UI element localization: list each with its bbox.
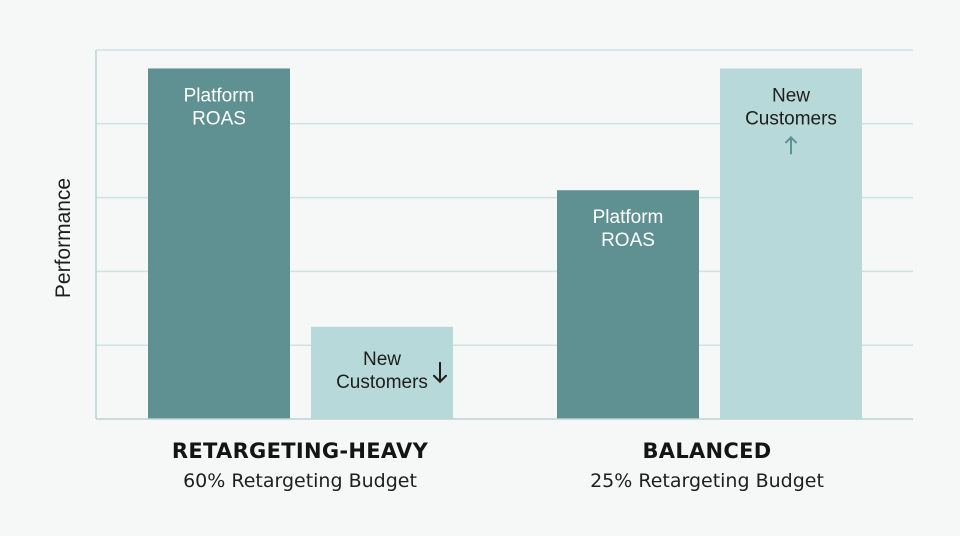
bar-data-label: Platform — [593, 207, 664, 228]
axes — [95, 50, 913, 420]
new-customers-bar — [311, 326, 453, 419]
bar-data-label: Platform — [184, 85, 255, 106]
bars: PlatformROASNewCustomersPlatformROASNewC… — [148, 68, 862, 419]
group-labels: RETARGETING-HEAVY 60% Retargeting Budget B… — [172, 439, 824, 492]
bar-data-label: Customers — [336, 372, 428, 393]
group-subtitle: 25% Retargeting Budget — [590, 470, 824, 492]
arrow-down-icon — [433, 361, 447, 384]
bar-data-label: ROAS — [192, 108, 246, 129]
bar-data-label: New — [772, 85, 810, 106]
group-title: RETARGETING-HEAVY — [172, 439, 429, 463]
bar-data-label: ROAS — [601, 230, 655, 251]
new-customers-bar — [720, 68, 862, 419]
arrow-up-icon — [785, 136, 797, 155]
bar-data-label: Customers — [745, 108, 837, 129]
y-axis-label: Performance — [52, 178, 75, 298]
group-title: BALANCED — [642, 439, 771, 463]
platform-roas-bar — [148, 68, 290, 419]
platform-roas-bar — [557, 190, 699, 419]
group-subtitle: 60% Retargeting Budget — [183, 470, 417, 492]
bar-data-label: New — [363, 349, 401, 370]
